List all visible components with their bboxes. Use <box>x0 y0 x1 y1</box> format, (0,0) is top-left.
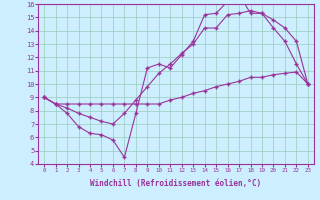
X-axis label: Windchill (Refroidissement éolien,°C): Windchill (Refroidissement éolien,°C) <box>91 179 261 188</box>
